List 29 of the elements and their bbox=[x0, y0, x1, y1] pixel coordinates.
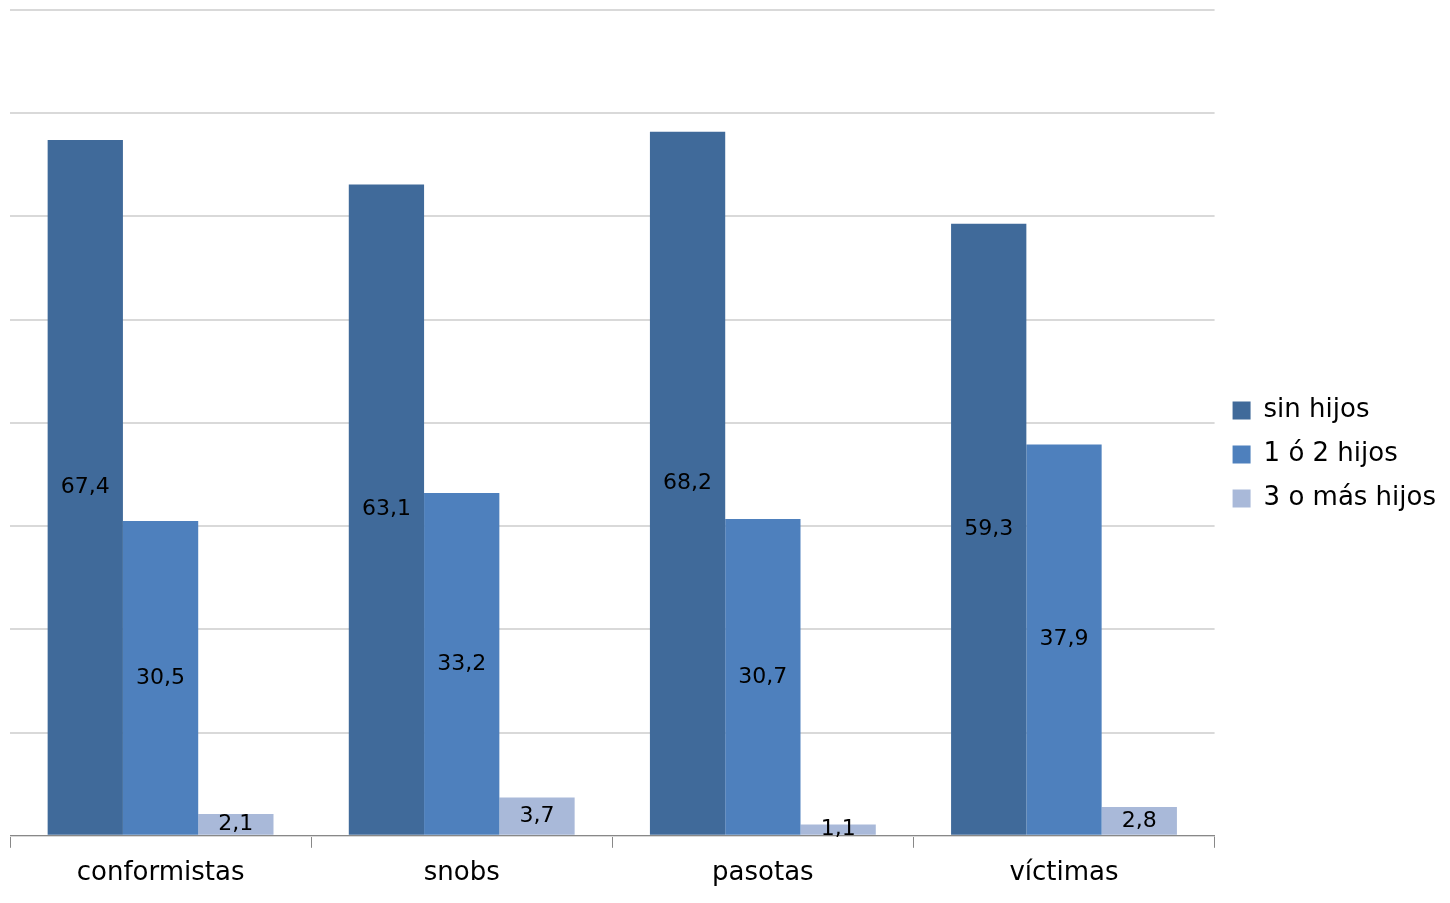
data-label: 37,9 bbox=[1039, 625, 1089, 651]
x-tick-label: snobs bbox=[423, 856, 500, 887]
bar bbox=[499, 797, 575, 835]
bar bbox=[47, 140, 123, 835]
data-label: 1,1 bbox=[820, 815, 856, 841]
data-label: 59,3 bbox=[964, 514, 1014, 540]
bar bbox=[348, 184, 425, 835]
bar bbox=[951, 223, 1027, 835]
data-label: 33,2 bbox=[437, 649, 487, 675]
bar bbox=[649, 131, 726, 835]
x-tick-label: víctimas bbox=[1009, 856, 1119, 887]
bar bbox=[122, 520, 199, 835]
data-label: 2,8 bbox=[1121, 806, 1157, 832]
x-tick-label: pasotas bbox=[712, 856, 814, 887]
legend-label: 3 o más hijos bbox=[1263, 481, 1437, 512]
data-label: 2,1 bbox=[218, 810, 254, 836]
data-label: 63,1 bbox=[361, 495, 411, 521]
bar bbox=[725, 518, 801, 835]
x-tick-label: conformistas bbox=[76, 856, 245, 887]
data-label: 30,7 bbox=[738, 662, 788, 688]
data-label: 30,5 bbox=[136, 663, 186, 689]
bar bbox=[424, 493, 500, 835]
data-label: 67,4 bbox=[60, 473, 110, 499]
bar bbox=[1026, 444, 1102, 835]
legend-label: 1 ó 2 hijos bbox=[1263, 437, 1398, 468]
bar bbox=[198, 814, 274, 835]
data-label: 68,2 bbox=[663, 469, 713, 495]
legend-label: sin hijos bbox=[1263, 393, 1370, 424]
data-label: 3,7 bbox=[519, 801, 555, 827]
